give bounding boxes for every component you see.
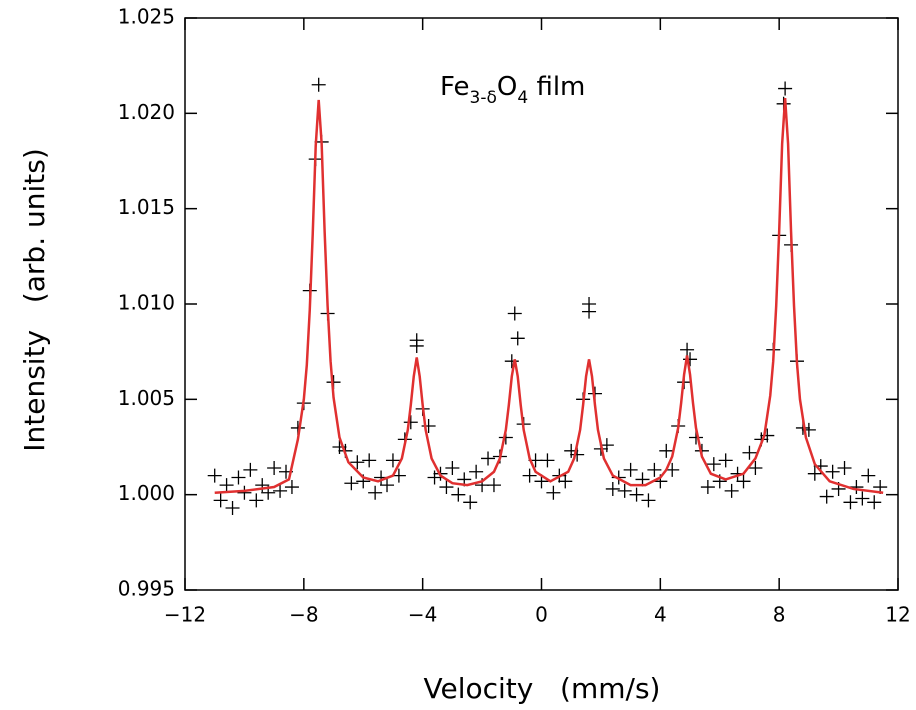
data-point	[445, 460, 460, 475]
data-point	[659, 443, 674, 458]
data-point	[380, 478, 395, 493]
plot-frame	[184, 17, 899, 591]
data-point	[219, 478, 234, 493]
data-point	[267, 460, 282, 475]
data-point	[231, 470, 246, 485]
annotation-part: Fe	[440, 72, 470, 102]
annotation-subscript: 4	[517, 88, 528, 108]
x-tick-label: −4	[408, 603, 437, 627]
data-point	[778, 81, 793, 96]
data-point	[623, 462, 638, 477]
data-point	[718, 453, 733, 468]
x-tick-label: 4	[654, 603, 667, 627]
data-point	[344, 476, 359, 491]
annotation-part: film	[528, 72, 585, 102]
y-tick-label: 1.015	[118, 195, 175, 219]
data-point	[463, 495, 478, 510]
data-point	[819, 489, 834, 504]
data-point	[605, 481, 620, 496]
x-tick-label: 12	[885, 603, 910, 627]
data-point	[427, 470, 442, 485]
y-tick-label: 1.000	[118, 481, 175, 505]
y-tick-label: 1.020	[118, 100, 175, 124]
data-point	[213, 493, 228, 508]
data-point	[362, 453, 377, 468]
y-axis-label: Intensity (arb. units)	[18, 148, 51, 452]
data-point	[582, 297, 597, 311]
data-point	[629, 487, 644, 502]
x-tick-label: 8	[773, 603, 786, 627]
data-point	[439, 480, 454, 495]
data-point	[237, 485, 252, 500]
annotation: Fe3-δO4 film	[440, 72, 585, 108]
y-tick-label: 1.025	[118, 5, 175, 29]
data-point	[867, 495, 882, 510]
x-tick-label: −12	[164, 603, 206, 627]
data-point	[481, 451, 496, 466]
data-point	[825, 464, 840, 479]
data-point	[311, 77, 326, 92]
annotation-subscript: 3-δ	[470, 88, 497, 108]
data-point	[617, 483, 632, 498]
data-point	[700, 480, 715, 495]
data-point	[249, 493, 264, 508]
data-point	[540, 453, 555, 468]
data-point	[837, 460, 852, 475]
data-point	[469, 464, 484, 479]
data-point	[546, 485, 561, 500]
x-axis-label: Velocity (mm/s)	[424, 672, 661, 705]
data-point	[680, 342, 695, 357]
annotation-part: O	[497, 72, 517, 102]
data-point	[510, 331, 525, 346]
fit-line	[214, 97, 884, 495]
data-point	[507, 306, 522, 321]
data-point	[273, 483, 288, 498]
data-point	[522, 468, 537, 483]
y-tick-label: 1.005	[118, 386, 175, 410]
data-point	[706, 457, 721, 472]
x-tick-label: 0	[535, 603, 548, 627]
y-tick-label: 1.010	[118, 291, 175, 315]
data-point	[760, 428, 775, 443]
data-point	[243, 462, 258, 477]
x-tick-label: −8	[289, 603, 318, 627]
data-point	[403, 415, 418, 430]
data-point	[736, 474, 751, 489]
data-point	[724, 483, 739, 498]
data-point	[849, 480, 864, 495]
data-point	[409, 333, 424, 348]
data-point	[855, 491, 870, 506]
data-point	[843, 495, 858, 510]
data-point	[225, 501, 240, 516]
data-point	[861, 468, 876, 483]
data-point	[647, 462, 662, 477]
data-point	[385, 453, 400, 468]
data-point	[504, 354, 519, 369]
data-point	[558, 474, 573, 489]
data-point	[451, 487, 466, 502]
data-point	[350, 455, 365, 470]
data-point	[284, 480, 299, 495]
data-point	[742, 445, 757, 460]
data-point	[807, 466, 822, 481]
data-point	[207, 468, 222, 483]
y-tick-label: 0.995	[118, 577, 175, 601]
data-point	[641, 493, 656, 508]
data-point	[368, 485, 383, 500]
data-point	[486, 478, 501, 493]
data-point	[748, 460, 763, 475]
